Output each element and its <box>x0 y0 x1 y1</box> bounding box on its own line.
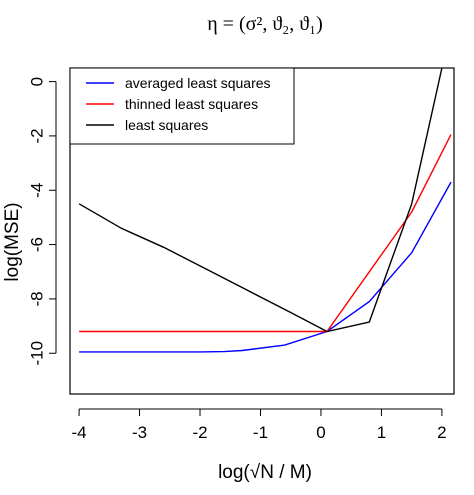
x-tick-label: 1 <box>377 423 386 442</box>
x-tick-label: -4 <box>72 423 87 442</box>
x-tick-label: -3 <box>132 423 147 442</box>
series-line-1 <box>79 134 452 333</box>
y-tick-label: -10 <box>28 341 47 366</box>
y-tick-label: -8 <box>28 291 47 306</box>
x-tick-label: -2 <box>192 423 207 442</box>
x-tick-label: 0 <box>316 423 325 442</box>
y-axis-title: log(MSE) <box>2 202 23 281</box>
y-tick-label: -4 <box>28 183 47 198</box>
x-tick-label: 2 <box>437 423 446 442</box>
legend-label-0: averaged least squares <box>125 75 271 91</box>
y-tick-label: 0 <box>28 77 47 86</box>
legend-box <box>69 67 295 145</box>
series-line-0 <box>79 181 452 353</box>
y-tick-label: -6 <box>28 237 47 252</box>
x-tick-label: -1 <box>253 423 268 442</box>
y-tick-label: -2 <box>28 128 47 143</box>
series-line-2 <box>78 68 443 333</box>
legend-label-2: least squares <box>125 117 208 133</box>
x-axis-title: log(√N / M) <box>218 462 312 483</box>
chart-title: η = (σ², ϑ₂, ϑ₁) <box>207 13 323 35</box>
legend-label-1: thinned least squares <box>125 96 258 112</box>
